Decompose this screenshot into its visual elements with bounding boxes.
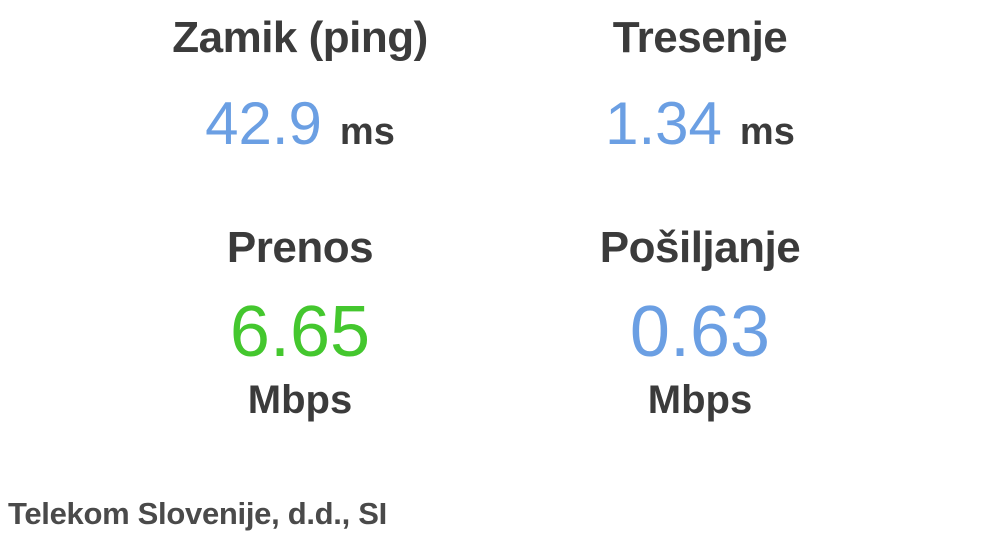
ping-value: 42.9 — [205, 90, 322, 157]
download-label: Prenos — [226, 223, 374, 272]
jitter-unit: ms — [739, 111, 795, 153]
upload-value: 0.63 — [629, 292, 771, 372]
upload-unit: Mbps — [647, 378, 753, 422]
jitter-label: Tresenje — [612, 13, 788, 62]
ping-label: Zamik (ping) — [172, 13, 428, 62]
speed-labels-row: Prenos Pošiljanje — [100, 226, 900, 270]
isp-name: Telekom Slovenije, d.d., SI — [8, 496, 387, 531]
latency-values-row: 42.9 ms 1.34 ms — [100, 94, 900, 154]
jitter-value-group: 1.34 ms — [500, 94, 900, 154]
download-unit: Mbps — [247, 378, 353, 422]
speedtest-results: Zamik (ping) Tresenje 42.9 ms 1.34 ms Pr… — [100, 16, 900, 421]
ping-value-group: 42.9 ms — [100, 94, 500, 154]
jitter-value: 1.34 — [605, 90, 722, 157]
speed-units-row: Mbps Mbps — [100, 380, 900, 420]
ping-unit: ms — [339, 111, 395, 153]
latency-labels-row: Zamik (ping) Tresenje — [100, 16, 900, 60]
upload-label: Pošiljanje — [599, 223, 801, 272]
download-value: 6.65 — [229, 292, 371, 372]
speed-values-row: 6.65 0.63 — [100, 296, 900, 368]
